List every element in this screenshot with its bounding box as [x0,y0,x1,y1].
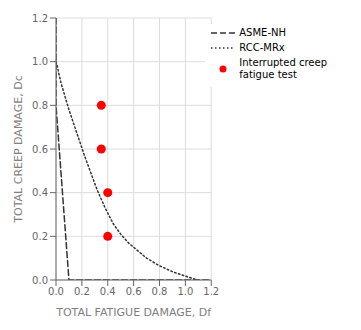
svg-text:0.0: 0.0 [48,286,64,297]
svg-text:TOTAL FATIGUE DAMAGE, Df: TOTAL FATIGUE DAMAGE, Df [55,306,212,319]
svg-text:0.8: 0.8 [152,286,168,297]
svg-text:0.0: 0.0 [32,275,48,286]
svg-text:TOTAL CREEP DAMAGE, Dc: TOTAL CREEP DAMAGE, Dc [12,75,25,223]
svg-text:1.0: 1.0 [177,286,193,297]
svg-text:0.6: 0.6 [32,144,48,155]
svg-text:0.6: 0.6 [126,286,142,297]
svg-text:0.2: 0.2 [74,286,90,297]
svg-text:0.4: 0.4 [100,286,116,297]
svg-text:1.2: 1.2 [32,13,48,24]
html-text:Interrupted creep: Interrupted creep [239,57,327,68]
svg-text:0.4: 0.4 [32,187,48,198]
html-text:ASME-NH: ASME-NH [239,27,286,38]
svg-text:0.2: 0.2 [32,231,48,242]
html-text:RCC-MRx: RCC-MRx [239,42,285,53]
svg-text:1.0: 1.0 [32,56,48,67]
svg-text:1.2: 1.2 [203,286,219,297]
svg-text:0.8: 0.8 [32,100,48,111]
html-text:fatigue test: fatigue test [239,69,297,80]
